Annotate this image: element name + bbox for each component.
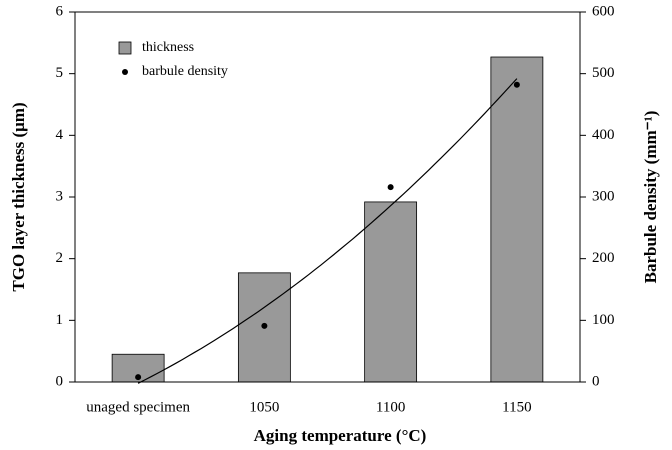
trend-line bbox=[137, 78, 518, 384]
y-tick-label: 2 bbox=[56, 250, 64, 266]
y2-tick-label: 500 bbox=[592, 65, 615, 81]
y-tick-label: 0 bbox=[56, 373, 64, 389]
legend-swatch bbox=[118, 41, 132, 55]
y-tick-label: 3 bbox=[56, 188, 64, 204]
x-tick-label: 1050 bbox=[249, 399, 279, 415]
y2-tick-label: 200 bbox=[592, 250, 615, 266]
x-tick-label: 1150 bbox=[502, 399, 531, 415]
legend-marker bbox=[122, 69, 128, 75]
y-tick-label: 4 bbox=[56, 127, 64, 143]
y-tick-label: 1 bbox=[56, 312, 64, 328]
legend-label: thickness bbox=[142, 40, 194, 55]
x-axis-title: Aging temperature (°C) bbox=[254, 426, 427, 445]
point bbox=[513, 81, 520, 88]
x-tick-label: 1100 bbox=[376, 399, 405, 415]
plot-frame bbox=[74, 11, 581, 383]
y-tick-label: 6 bbox=[56, 3, 64, 19]
y2-axis-title: Barbule density (mm⁻¹) bbox=[641, 111, 660, 284]
y2-tick-label: 300 bbox=[592, 188, 615, 204]
point bbox=[387, 184, 394, 191]
point bbox=[261, 322, 268, 329]
legend-label: barbule density bbox=[142, 64, 228, 79]
point bbox=[135, 374, 142, 381]
bar bbox=[364, 201, 418, 383]
bar bbox=[490, 56, 544, 383]
y2-tick-label: 400 bbox=[592, 127, 615, 143]
y-axis-title: TGO layer thickness (μm) bbox=[9, 102, 28, 291]
x-tick-label: unaged specimen bbox=[86, 399, 190, 415]
y2-tick-label: 100 bbox=[592, 312, 615, 328]
y-tick-label: 5 bbox=[56, 65, 64, 81]
y2-tick-label: 600 bbox=[592, 3, 615, 19]
y2-tick-label: 0 bbox=[592, 373, 600, 389]
